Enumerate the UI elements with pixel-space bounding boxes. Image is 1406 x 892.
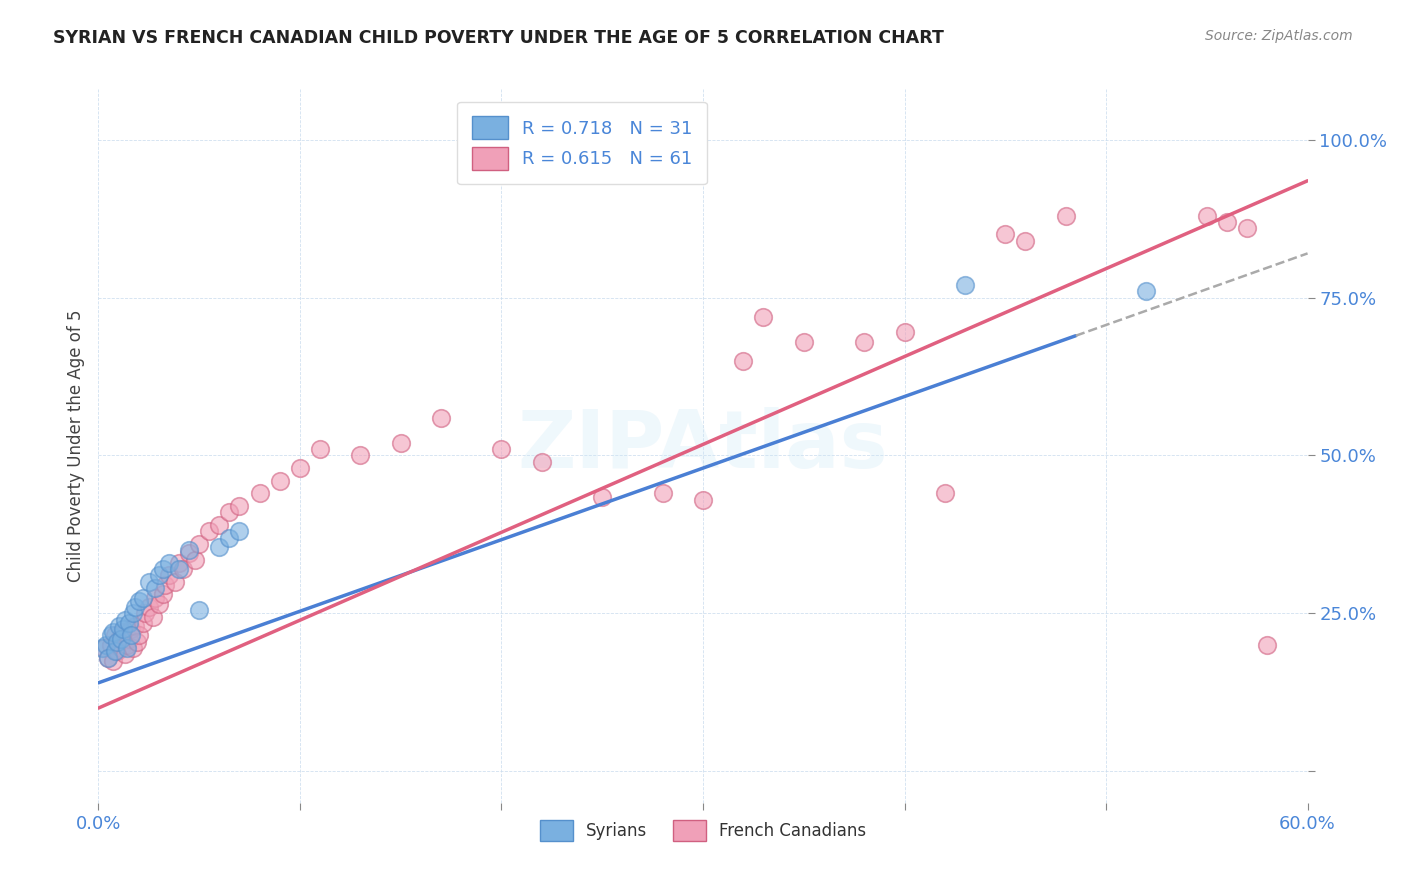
Point	[121, 641, 143, 656]
Point	[1135, 285, 1157, 299]
Point	[96, 638, 118, 652]
Point	[124, 619, 146, 633]
Point	[124, 600, 146, 615]
Point	[953, 277, 976, 292]
Point	[148, 597, 170, 611]
Point	[208, 540, 231, 554]
Point	[167, 562, 190, 576]
Legend: Syrians, French Canadians: Syrians, French Canadians	[533, 814, 873, 848]
Point	[105, 644, 128, 658]
Point	[179, 546, 201, 560]
Point	[157, 556, 180, 570]
Point	[184, 552, 207, 566]
Point	[153, 578, 176, 592]
Point	[97, 650, 120, 665]
Point	[152, 587, 174, 601]
Point	[120, 628, 142, 642]
Point	[101, 625, 124, 640]
Point	[142, 609, 165, 624]
Point	[1054, 209, 1077, 223]
Point	[128, 593, 150, 607]
Point	[692, 492, 714, 507]
Point	[793, 334, 815, 349]
Point	[157, 568, 180, 582]
Point	[752, 310, 775, 324]
Point	[100, 638, 122, 652]
Point	[430, 410, 453, 425]
Point	[111, 625, 134, 640]
Point	[198, 524, 221, 539]
Point	[188, 603, 211, 617]
Point	[97, 650, 120, 665]
Point	[491, 442, 513, 457]
Y-axis label: Child Poverty Under the Age of 5: Child Poverty Under the Age of 5	[66, 310, 84, 582]
Point	[208, 517, 231, 532]
Point	[132, 615, 155, 630]
Point	[530, 455, 553, 469]
Point	[188, 537, 211, 551]
Point	[172, 562, 194, 576]
Point	[1256, 638, 1278, 652]
Point	[994, 227, 1017, 242]
Point	[228, 524, 250, 539]
Point	[143, 581, 166, 595]
Point	[853, 334, 876, 349]
Point	[143, 591, 166, 605]
Point	[114, 613, 136, 627]
Text: ZIPAtlas: ZIPAtlas	[517, 407, 889, 485]
Point	[110, 632, 132, 646]
Point	[134, 607, 156, 621]
Point	[107, 619, 129, 633]
Point	[934, 486, 956, 500]
Point	[591, 490, 613, 504]
Point	[101, 654, 124, 668]
Point	[1216, 215, 1239, 229]
Point	[111, 622, 134, 636]
Text: SYRIAN VS FRENCH CANADIAN CHILD POVERTY UNDER THE AGE OF 5 CORRELATION CHART: SYRIAN VS FRENCH CANADIAN CHILD POVERTY …	[53, 29, 945, 46]
Point	[114, 648, 136, 662]
Point	[733, 353, 755, 368]
Point	[288, 461, 311, 475]
Point	[138, 574, 160, 589]
Point	[167, 556, 190, 570]
Point	[110, 641, 132, 656]
Point	[120, 622, 142, 636]
Point	[107, 632, 129, 646]
Point	[93, 641, 115, 656]
Point	[132, 591, 155, 605]
Point	[349, 449, 371, 463]
Point	[105, 634, 128, 648]
Point	[138, 600, 160, 615]
Point	[115, 641, 138, 656]
Point	[218, 505, 240, 519]
Point	[218, 531, 240, 545]
Point	[118, 632, 141, 646]
Point	[249, 486, 271, 500]
Point	[309, 442, 332, 457]
Point	[91, 641, 114, 656]
Point	[152, 562, 174, 576]
Point	[128, 628, 150, 642]
Text: Source: ZipAtlas.com: Source: ZipAtlas.com	[1205, 29, 1353, 43]
Point	[389, 435, 412, 450]
Point	[1236, 221, 1258, 235]
Point	[115, 638, 138, 652]
Point	[103, 644, 125, 658]
Point	[893, 326, 915, 340]
Point	[1195, 209, 1218, 223]
Point	[269, 474, 291, 488]
Point	[228, 499, 250, 513]
Point	[1014, 234, 1036, 248]
Point	[100, 628, 122, 642]
Point	[103, 628, 125, 642]
Point	[121, 607, 143, 621]
Point	[125, 634, 148, 648]
Point	[651, 486, 673, 500]
Point	[118, 615, 141, 630]
Point	[148, 568, 170, 582]
Point	[179, 543, 201, 558]
Point	[163, 574, 186, 589]
